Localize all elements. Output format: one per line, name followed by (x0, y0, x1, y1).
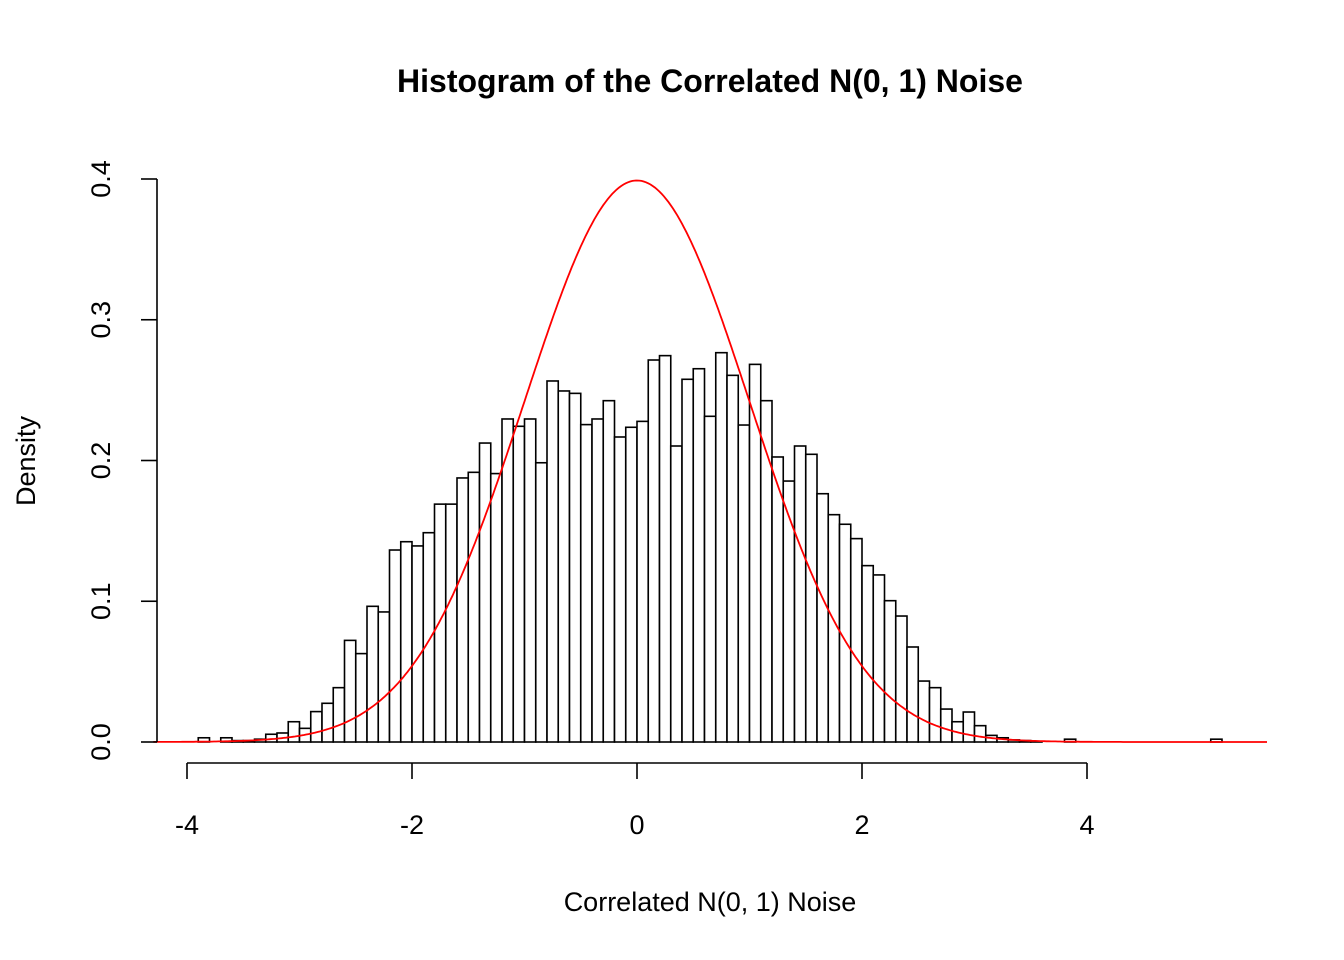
histogram-bar (872, 574, 886, 743)
histogram-bar (309, 710, 323, 743)
histogram-bar (636, 420, 650, 743)
histogram-bar (647, 359, 661, 743)
histogram-bar (501, 418, 515, 743)
histogram-bar (928, 686, 942, 743)
histogram-bar (962, 711, 976, 743)
x-tick-label: 4 (1079, 810, 1094, 840)
histogram-bar (939, 708, 953, 743)
y-tick-label: 0.0 (86, 723, 116, 761)
histogram-bar (591, 418, 605, 743)
histogram-bar (703, 415, 717, 743)
x-tick-label: -2 (400, 810, 424, 840)
histogram-bar (534, 461, 548, 743)
histogram-bar (399, 540, 413, 743)
y-axis-label: Density (11, 415, 41, 506)
histogram-bar (782, 480, 796, 743)
histogram-bar (456, 477, 470, 743)
y-tick-label: 0.4 (86, 160, 116, 198)
histogram-bar (624, 426, 638, 743)
histogram-bar (366, 605, 380, 743)
bars (153, 179, 1267, 743)
histogram-bar (489, 472, 503, 743)
histogram-bar (692, 367, 706, 743)
histogram-bar (523, 418, 537, 743)
histogram-bar (714, 351, 728, 743)
x-tick-label: 0 (629, 810, 644, 840)
histogram-bar (804, 453, 818, 743)
x-tick-label: 2 (854, 810, 869, 840)
histogram-bar (546, 380, 560, 743)
histogram-bar (287, 720, 301, 743)
y-tick-label: 0.2 (86, 442, 116, 480)
histogram-bar (849, 537, 863, 743)
histogram-bar (411, 545, 425, 743)
histogram-bar (568, 392, 582, 743)
histogram-bar (816, 492, 830, 743)
histogram-bar (771, 456, 785, 743)
histogram-bar (793, 445, 807, 743)
histogram-bar (557, 390, 571, 743)
histogram-bar (669, 445, 683, 743)
histogram-bar (388, 549, 402, 743)
normal-density-curve (153, 179, 1267, 743)
histogram-bar (377, 611, 391, 743)
histogram-bar (332, 686, 346, 743)
histogram-bar (354, 652, 368, 743)
histogram-bar (737, 424, 751, 743)
histogram-bar (512, 425, 526, 743)
axes: -4 -2 0 2 4 0.0 0.1 0.2 0.3 0.4 (86, 160, 1095, 840)
histogram-bar (658, 354, 672, 743)
histogram-bar (433, 503, 447, 743)
histogram-bar (894, 615, 908, 743)
histogram-bar (579, 423, 593, 743)
histogram-bar (467, 471, 481, 743)
histogram-bar (917, 680, 931, 743)
histogram-bar (973, 724, 987, 743)
histogram-bar (883, 599, 897, 743)
histogram-bar (602, 399, 616, 743)
chart-title: Histogram of the Correlated N(0, 1) Nois… (397, 63, 1023, 99)
histogram-bar (613, 436, 627, 743)
histogram-bar (321, 702, 335, 743)
histogram-bar (906, 646, 920, 743)
histogram-bar (444, 503, 458, 743)
histogram-bar (726, 374, 740, 743)
x-axis-label: Correlated N(0, 1) Noise (564, 887, 857, 917)
y-tick-label: 0.3 (86, 301, 116, 339)
histogram-bar (343, 639, 357, 743)
histogram-bar (422, 531, 436, 743)
histogram-bar (478, 442, 492, 743)
histogram-bar (861, 564, 875, 743)
y-tick-label: 0.1 (86, 582, 116, 620)
histogram-bar (681, 378, 695, 743)
x-tick-label: -4 (175, 810, 199, 840)
